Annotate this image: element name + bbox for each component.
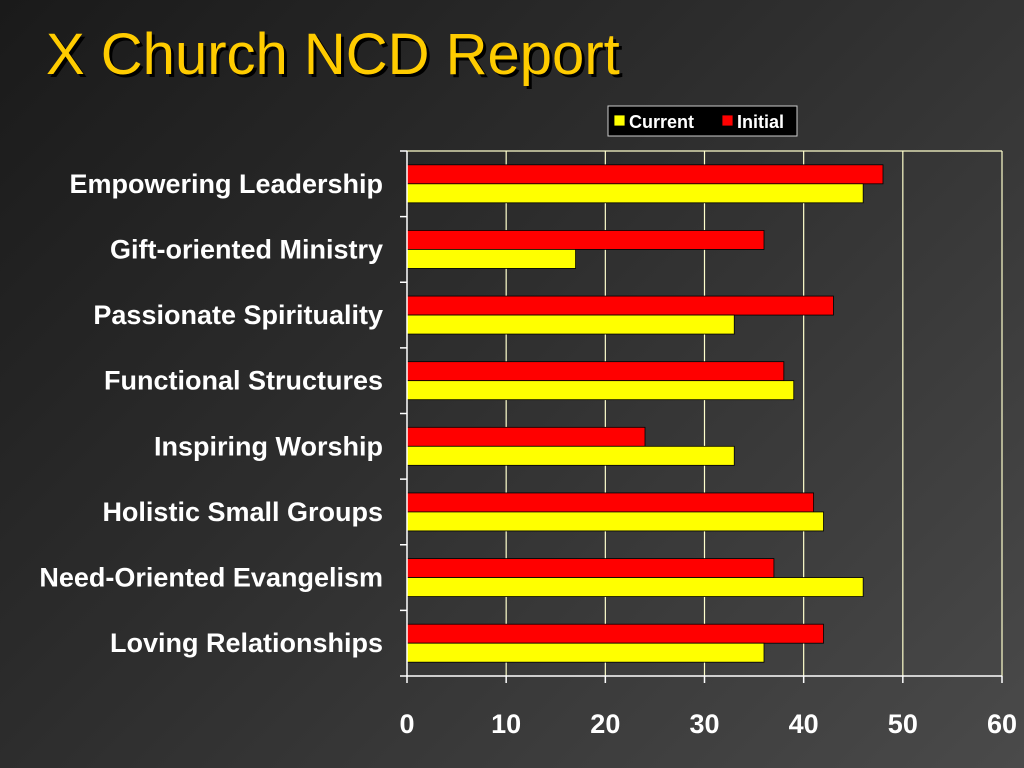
bar-current-passionate-spirituality [406,314,735,335]
legend: Current Initial [607,105,798,137]
bar-current-functional-structures [406,380,795,401]
bar-initial-passionate-spirituality [406,295,834,316]
bar-current-gift-oriented-ministry [406,249,576,269]
slide-title: X Church NCD Report [46,22,620,87]
bar-current-need-oriented-evangelism [406,577,864,597]
category-label-holistic-small-groups: Holistic Small Groups [102,497,383,527]
bar-initial-inspiring-worship [406,426,646,447]
bar-initial-gift-oriented-ministry [406,230,765,250]
legend-label-initial: Initial [737,112,784,132]
legend-label-current: Current [629,112,694,132]
bar-current-empowering-leadership [406,183,864,204]
x-tick-label-30: 30 [689,709,719,739]
x-tick-label-20: 20 [590,709,620,739]
bar-current-loving-relationships [406,642,765,663]
bar-initial-loving-relationships [406,623,824,644]
bar-current-holistic-small-groups [406,511,824,532]
category-label-gift-oriented-ministry: Gift-oriented Ministry [110,234,383,264]
x-tick-label-10: 10 [491,709,521,739]
x-tick-label-0: 0 [399,709,414,739]
category-label-need-oriented-evangelism: Need-Oriented Evangelism [39,563,383,593]
category-label-empowering-leadership: Empowering Leadership [69,169,383,199]
legend-swatch-current [613,114,626,127]
category-label-passionate-spirituality: Passionate Spirituality [93,300,383,330]
bar-initial-empowering-leadership [406,164,884,185]
legend-swatch-initial [721,114,734,127]
bar-initial-functional-structures [406,361,785,382]
legend-box [607,105,798,137]
bar-current-inspiring-worship [406,445,735,466]
category-label-loving-relationships: Loving Relationships [110,628,383,658]
x-tick-label-50: 50 [888,709,918,739]
category-label-functional-structures: Functional Structures [104,366,383,396]
x-tick-label-60: 60 [987,709,1017,739]
x-tick-label-40: 40 [789,709,819,739]
category-label-inspiring-worship: Inspiring Worship [154,431,383,461]
bar-initial-holistic-small-groups [406,492,814,513]
bar-initial-need-oriented-evangelism [406,558,775,578]
